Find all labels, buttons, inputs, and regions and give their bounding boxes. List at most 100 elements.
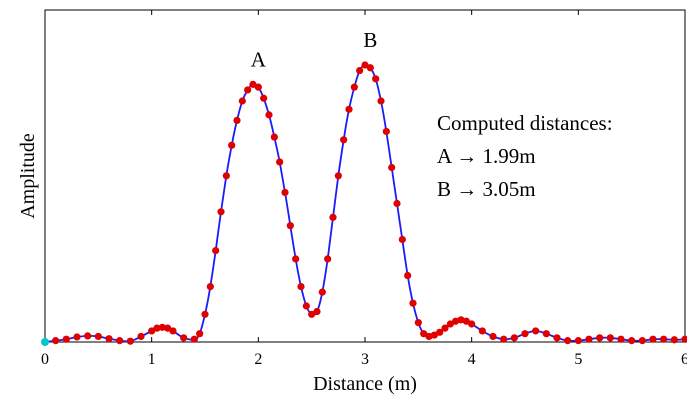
y-axis-title: Amplitude bbox=[17, 133, 39, 219]
data-point bbox=[398, 235, 406, 244]
x-tick-label: 5 bbox=[574, 351, 582, 368]
data-point bbox=[670, 336, 678, 344]
data-point bbox=[126, 337, 134, 345]
data-point bbox=[409, 299, 417, 307]
data-point bbox=[617, 335, 625, 343]
data-point bbox=[366, 64, 374, 72]
x-tick-label: 6 bbox=[681, 351, 687, 368]
data-point bbox=[414, 319, 422, 327]
data-point bbox=[382, 127, 390, 136]
data-point bbox=[564, 337, 572, 345]
data-point bbox=[318, 288, 326, 296]
data-point bbox=[404, 271, 412, 280]
data-point bbox=[158, 323, 166, 331]
x-tick-label: 4 bbox=[468, 351, 476, 368]
data-point bbox=[164, 324, 172, 332]
data-point bbox=[228, 141, 236, 149]
data-point bbox=[478, 327, 486, 335]
data-point bbox=[388, 163, 396, 172]
data-point bbox=[302, 302, 310, 310]
data-point bbox=[201, 310, 209, 318]
data-point bbox=[638, 337, 646, 345]
note-line: A → 1.99m bbox=[437, 144, 536, 168]
data-point bbox=[462, 317, 470, 325]
data-point bbox=[233, 116, 241, 124]
data-point bbox=[356, 66, 364, 75]
data-point bbox=[254, 83, 262, 91]
data-point bbox=[212, 246, 220, 255]
data-point bbox=[521, 330, 529, 338]
data-point bbox=[238, 97, 246, 105]
data-point bbox=[313, 307, 321, 316]
data-point bbox=[334, 172, 342, 180]
x-tick-label: 1 bbox=[148, 351, 156, 368]
data-point bbox=[270, 133, 278, 141]
data-point bbox=[180, 334, 188, 342]
data-point bbox=[468, 320, 476, 328]
data-point bbox=[606, 334, 614, 342]
data-point bbox=[377, 97, 385, 105]
peak-annotations: AB bbox=[251, 28, 378, 71]
data-point bbox=[94, 332, 102, 341]
data-point bbox=[292, 255, 300, 263]
note-line: Computed distances: bbox=[437, 111, 613, 135]
data-point bbox=[660, 335, 668, 343]
data-point bbox=[73, 333, 81, 341]
data-point bbox=[446, 320, 454, 328]
data-point bbox=[260, 94, 268, 102]
x-tick-label: 0 bbox=[41, 351, 49, 368]
plot-area bbox=[44, 9, 686, 343]
data-point bbox=[153, 324, 161, 332]
data-point bbox=[340, 136, 348, 144]
data-point bbox=[217, 208, 225, 216]
data-point bbox=[441, 324, 449, 332]
data-point bbox=[393, 199, 401, 208]
peak-label: A bbox=[251, 47, 267, 71]
data-point bbox=[222, 172, 230, 180]
data-point bbox=[345, 105, 353, 113]
data-point bbox=[420, 330, 428, 338]
data-point bbox=[324, 255, 332, 263]
note-line: B → 3.05m bbox=[437, 177, 536, 201]
data-point bbox=[137, 332, 145, 341]
x-tick-label: 3 bbox=[361, 351, 369, 368]
series-markers bbox=[52, 61, 687, 345]
x-tick-label: 2 bbox=[254, 351, 262, 368]
data-point bbox=[206, 283, 214, 291]
data-point bbox=[542, 330, 550, 338]
data-point bbox=[681, 335, 687, 343]
data-point bbox=[196, 330, 204, 338]
data-point bbox=[116, 337, 124, 345]
data-point bbox=[500, 335, 508, 343]
data-point bbox=[62, 335, 70, 343]
data-point bbox=[649, 335, 657, 343]
data-point bbox=[574, 337, 582, 345]
data-point bbox=[190, 335, 198, 343]
data-point bbox=[350, 83, 358, 91]
data-point bbox=[585, 335, 593, 343]
data-point bbox=[286, 222, 294, 230]
data-point bbox=[532, 327, 540, 335]
data-point bbox=[436, 328, 444, 336]
data-point bbox=[276, 158, 284, 166]
data-point bbox=[489, 332, 497, 341]
data-point bbox=[510, 334, 518, 342]
data-point bbox=[84, 332, 92, 340]
data-point bbox=[281, 188, 289, 197]
data-point bbox=[553, 334, 561, 342]
x-axis-title: Distance (m) bbox=[313, 373, 417, 395]
data-point bbox=[52, 337, 60, 345]
peak-label: B bbox=[363, 28, 377, 52]
data-point bbox=[596, 334, 604, 342]
data-point bbox=[105, 335, 113, 343]
data-point bbox=[169, 327, 177, 335]
data-point bbox=[329, 213, 337, 221]
data-point bbox=[628, 337, 636, 345]
data-point bbox=[308, 310, 316, 318]
data-point bbox=[249, 80, 257, 88]
origin-marker bbox=[41, 338, 49, 346]
data-point bbox=[265, 111, 273, 119]
data-point bbox=[430, 331, 438, 339]
data-point bbox=[372, 75, 380, 83]
data-point bbox=[244, 86, 252, 94]
